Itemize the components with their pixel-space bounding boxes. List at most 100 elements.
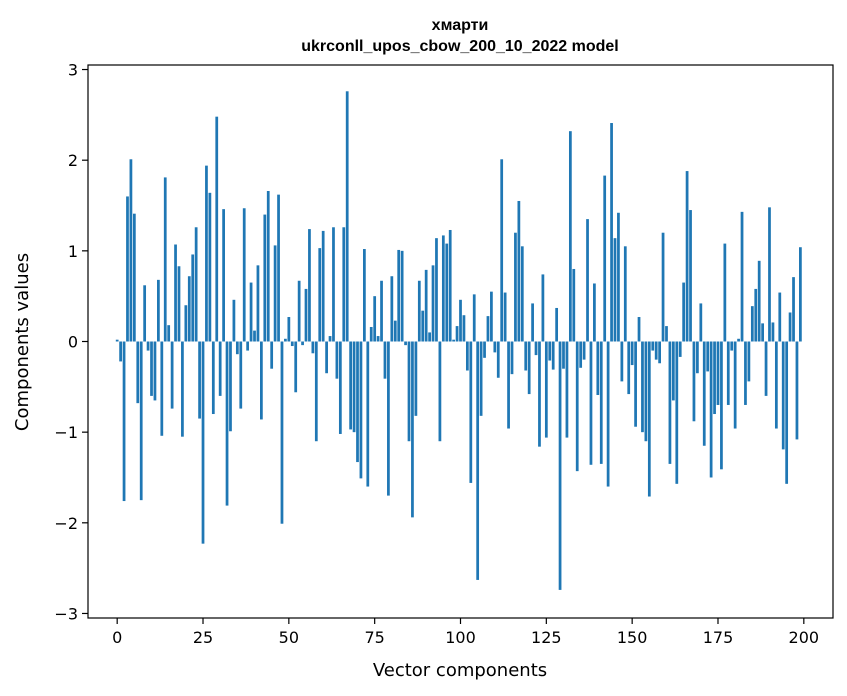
bar-55 bbox=[304, 288, 308, 342]
bar-26 bbox=[205, 165, 208, 342]
bar-141 bbox=[599, 341, 603, 464]
y-tick-label: −2 bbox=[54, 514, 78, 533]
bar-6 bbox=[136, 341, 140, 404]
bar-24 bbox=[198, 341, 201, 419]
bar-34 bbox=[232, 299, 236, 342]
bar-150 bbox=[630, 341, 634, 366]
bar-15 bbox=[167, 325, 171, 342]
bar-151 bbox=[634, 341, 637, 427]
bar-131 bbox=[565, 341, 569, 438]
bar-43 bbox=[263, 214, 267, 342]
bar-124 bbox=[541, 274, 545, 342]
bar-22 bbox=[191, 254, 195, 342]
bar-80 bbox=[390, 276, 394, 342]
bar-107 bbox=[483, 341, 486, 358]
bar-79 bbox=[387, 341, 390, 496]
bar-195 bbox=[785, 341, 789, 484]
bar-38 bbox=[246, 341, 250, 351]
bar-4 bbox=[129, 159, 133, 342]
bars-group bbox=[115, 91, 802, 590]
bar-192 bbox=[774, 341, 778, 429]
bar-142 bbox=[603, 175, 607, 342]
bar-10 bbox=[150, 341, 153, 396]
bar-12 bbox=[157, 279, 160, 342]
bar-109 bbox=[490, 291, 493, 342]
bar-148 bbox=[623, 246, 627, 342]
bar-54 bbox=[301, 341, 304, 346]
bar-110 bbox=[493, 341, 497, 353]
bar-62 bbox=[328, 336, 332, 342]
bar-21 bbox=[187, 276, 191, 342]
bar-103 bbox=[469, 341, 473, 483]
bar-176 bbox=[720, 341, 723, 470]
bar-106 bbox=[479, 341, 483, 416]
bar-93 bbox=[435, 238, 438, 342]
bar-28 bbox=[211, 341, 215, 415]
bar-66 bbox=[342, 227, 346, 342]
bar-134 bbox=[575, 341, 579, 472]
bar-58 bbox=[314, 341, 318, 442]
bar-73 bbox=[366, 341, 370, 487]
x-axis-label: Vector components bbox=[373, 660, 547, 681]
bar-8 bbox=[143, 285, 147, 342]
bar-45 bbox=[270, 341, 274, 369]
bar-33 bbox=[229, 341, 232, 432]
y-axis-ticks: −3 −2 −1 0 1 2 3 bbox=[54, 61, 88, 623]
bar-114 bbox=[507, 341, 510, 429]
bar-42 bbox=[260, 341, 263, 420]
bar-46 bbox=[273, 245, 277, 342]
bar-139 bbox=[593, 283, 596, 342]
bar-161 bbox=[668, 341, 672, 464]
chart-title: хмарти bbox=[432, 17, 489, 34]
bar-92 bbox=[431, 265, 435, 342]
bar-165 bbox=[682, 282, 686, 342]
bar-120 bbox=[527, 341, 531, 395]
bar-72 bbox=[363, 249, 366, 342]
bar-65 bbox=[338, 341, 342, 434]
bar-81 bbox=[393, 320, 397, 342]
bar-194 bbox=[781, 341, 785, 450]
bar-180 bbox=[733, 341, 737, 429]
bar-100 bbox=[459, 299, 462, 342]
bar-104 bbox=[472, 294, 476, 342]
plot-frame bbox=[87, 64, 834, 619]
bar-87 bbox=[414, 341, 418, 416]
bar-29 bbox=[215, 116, 219, 342]
x-tick-label: 25 bbox=[193, 628, 213, 647]
bar-5 bbox=[132, 213, 136, 342]
bar-186 bbox=[754, 288, 758, 342]
bar-188 bbox=[761, 323, 764, 342]
x-tick-label: 125 bbox=[531, 628, 562, 647]
x-tick-label: 0 bbox=[112, 628, 122, 647]
bar-86 bbox=[411, 341, 414, 518]
bar-155 bbox=[647, 341, 651, 497]
bar-59 bbox=[318, 248, 322, 342]
y-axis-label: Components values bbox=[12, 253, 33, 431]
bar-115 bbox=[510, 341, 514, 375]
x-tick-label: 100 bbox=[445, 628, 476, 647]
x-tick-label: 50 bbox=[279, 628, 299, 647]
bar-132 bbox=[568, 131, 572, 342]
bar-17 bbox=[174, 244, 177, 342]
bar-82 bbox=[397, 249, 401, 342]
bar-36 bbox=[239, 341, 243, 409]
bar-49 bbox=[284, 338, 287, 342]
bar-9 bbox=[146, 341, 150, 351]
bar-16 bbox=[170, 341, 174, 409]
bar-108 bbox=[486, 316, 490, 342]
bar-129 bbox=[558, 341, 562, 590]
bar-111 bbox=[496, 341, 500, 378]
bar-172 bbox=[706, 341, 710, 372]
bar-70 bbox=[356, 341, 359, 463]
bar-85 bbox=[407, 341, 411, 442]
bar-112 bbox=[500, 159, 504, 342]
x-tick-label: 150 bbox=[617, 628, 648, 647]
bar-44 bbox=[266, 191, 270, 342]
bar-7 bbox=[139, 341, 143, 501]
bar-128 bbox=[555, 307, 559, 342]
bar-77 bbox=[380, 280, 383, 342]
bar-190 bbox=[768, 207, 771, 342]
bar-23 bbox=[194, 227, 198, 342]
bar-199 bbox=[799, 247, 802, 342]
